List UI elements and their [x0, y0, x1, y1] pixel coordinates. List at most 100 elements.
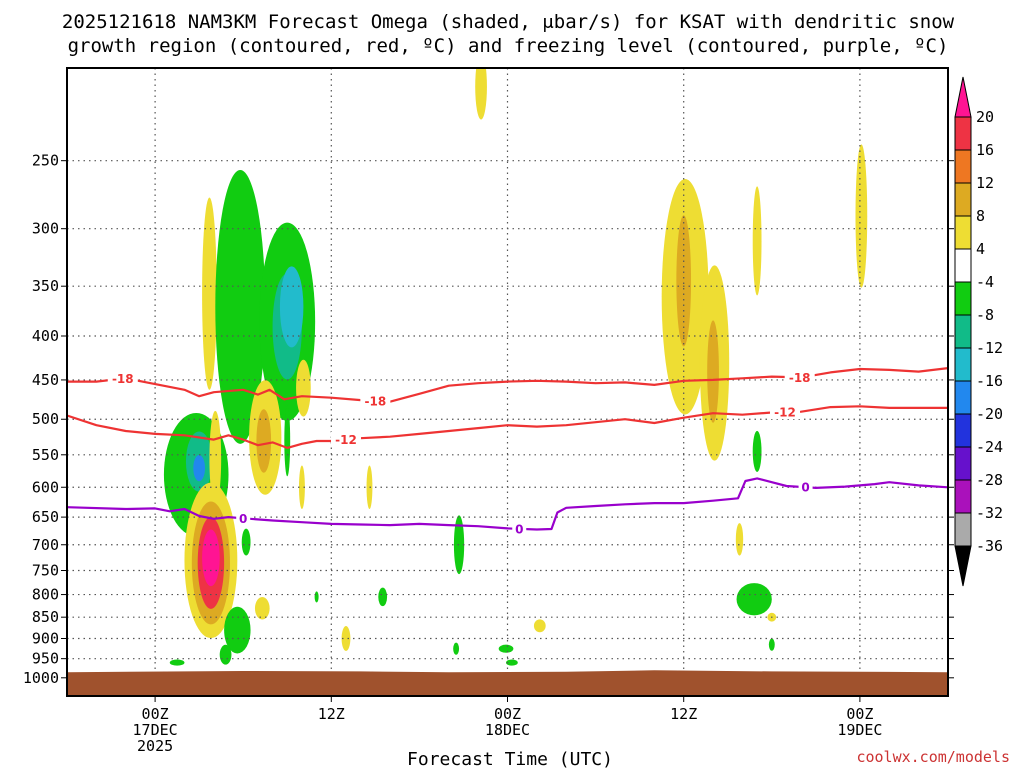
contour-label-bg [512, 520, 527, 536]
contour-label: -12 [774, 406, 796, 420]
x-tick-label: 2025 [137, 737, 173, 755]
omega-region [855, 144, 868, 288]
omega-region [224, 606, 251, 654]
chart-title-line1: 2025121618 NAM3KM Forecast Omega (shaded… [62, 11, 955, 33]
omega-region [219, 644, 232, 665]
x-tick-label: 19DEC [837, 721, 882, 739]
y-tick-label: 600 [32, 478, 59, 496]
omega-region [768, 638, 775, 651]
colorbar-tick-label: 4 [976, 240, 985, 258]
y-tick-label: 450 [32, 371, 59, 389]
omega-region [453, 642, 460, 655]
colorbar-tick-label: 12 [976, 174, 994, 192]
omega-region [284, 405, 291, 477]
plot-area: -18 -18 -18 -12 -12 0 0 0 [67, 68, 948, 696]
omega-region [209, 410, 222, 506]
chart-title-line2: growth region (contoured, red, ºC) and f… [68, 35, 949, 57]
contour-label-bg [798, 479, 813, 495]
omega-region [752, 186, 762, 296]
colorbar-bin [954, 380, 972, 415]
colorbar-bin [954, 281, 972, 316]
y-tick-label: 950 [32, 650, 59, 668]
colorbar-tick-label: -24 [976, 438, 1003, 456]
contour-label-bg [107, 370, 138, 386]
colorbar-bin [954, 446, 972, 481]
omega-region [506, 659, 518, 666]
omega-region [498, 644, 514, 653]
contour-label: -18 [789, 371, 811, 385]
omega-region [378, 587, 388, 607]
colorbar-bin [954, 182, 972, 217]
omega-shading [163, 68, 868, 666]
colorbar-tick-label: -20 [976, 405, 1003, 423]
x-tick-label: 00Z [494, 705, 521, 723]
x-tick-label: 18DEC [485, 721, 530, 739]
x-tick-label: 12Z [670, 705, 697, 723]
colorbar-tick-label: 16 [976, 141, 994, 159]
x-tick-label: 00Z [142, 705, 169, 723]
contour-label: -18 [112, 372, 134, 386]
omega-region [298, 465, 305, 510]
colorbar-tick-label: -12 [976, 339, 1003, 357]
colorbar-tick-label: -4 [976, 273, 994, 291]
omega-region [254, 597, 270, 620]
omega-region [366, 465, 373, 510]
omega-region [296, 359, 311, 417]
colorbar-bin [954, 116, 972, 151]
terrain-layer [67, 670, 948, 696]
colorbar-bin [954, 248, 972, 283]
y-tick-label: 250 [32, 152, 59, 170]
y-axis-ticks: 250 300 350 400 450 500 550 600 650 700 750 800 850 9… [23, 152, 954, 687]
omega-region [676, 215, 692, 347]
contour-label-bg [360, 392, 391, 408]
colorbar-bin [954, 512, 972, 547]
y-tick-label: 500 [32, 410, 59, 428]
omega-region [752, 430, 762, 472]
colorbar-bin [954, 479, 972, 514]
contour-label-bg [330, 431, 361, 447]
colorbar-tick-label: -32 [976, 504, 1003, 522]
contour-label: 0 [801, 481, 809, 495]
omega-region [279, 266, 304, 348]
x-tick-label: 12Z [318, 705, 345, 723]
omega-region [241, 528, 251, 556]
omega-region [202, 197, 217, 390]
omega-region [707, 320, 719, 423]
colorbar-tick-label: -36 [976, 537, 1003, 555]
omega-region [533, 619, 546, 633]
y-tick-label: 650 [32, 508, 59, 526]
y-tick-label: 300 [32, 220, 59, 238]
y-tick-label: 900 [32, 629, 59, 647]
omega-region [193, 455, 206, 482]
contour-label: -18 [365, 394, 387, 408]
y-tick-label: 1000 [23, 669, 59, 687]
y-tick-label: 550 [32, 446, 59, 464]
y-tick-label: 800 [32, 586, 59, 604]
omega-region [202, 529, 220, 587]
terrain [67, 670, 948, 696]
colorbar-bin [954, 314, 972, 349]
omega-region [453, 515, 465, 575]
y-tick-label: 850 [32, 608, 59, 626]
y-tick-label: 350 [32, 277, 59, 295]
omega-region [215, 170, 266, 444]
y-tick-label: 750 [32, 561, 59, 579]
x-tick-label: 17DEC [133, 721, 178, 739]
colorbar-bin [954, 347, 972, 382]
x-tick-label: 00Z [846, 705, 873, 723]
colorbar-tick-label: -16 [976, 372, 1003, 390]
colorbar-tick-label: -28 [976, 471, 1003, 489]
omega-region [314, 591, 319, 603]
contour-label-bg [784, 369, 815, 385]
contour-label-bg [770, 404, 801, 420]
colorbar-bin [954, 413, 972, 448]
contour-line [67, 477, 948, 531]
contour-label: -12 [335, 433, 357, 447]
contour-label: 0 [515, 522, 523, 536]
colorbar-tick-label: -8 [976, 306, 994, 324]
omega-region [735, 523, 744, 556]
temperature-contours: -18 -18 -18 -12 -12 0 0 0 [67, 367, 948, 536]
omega-region [169, 659, 185, 666]
